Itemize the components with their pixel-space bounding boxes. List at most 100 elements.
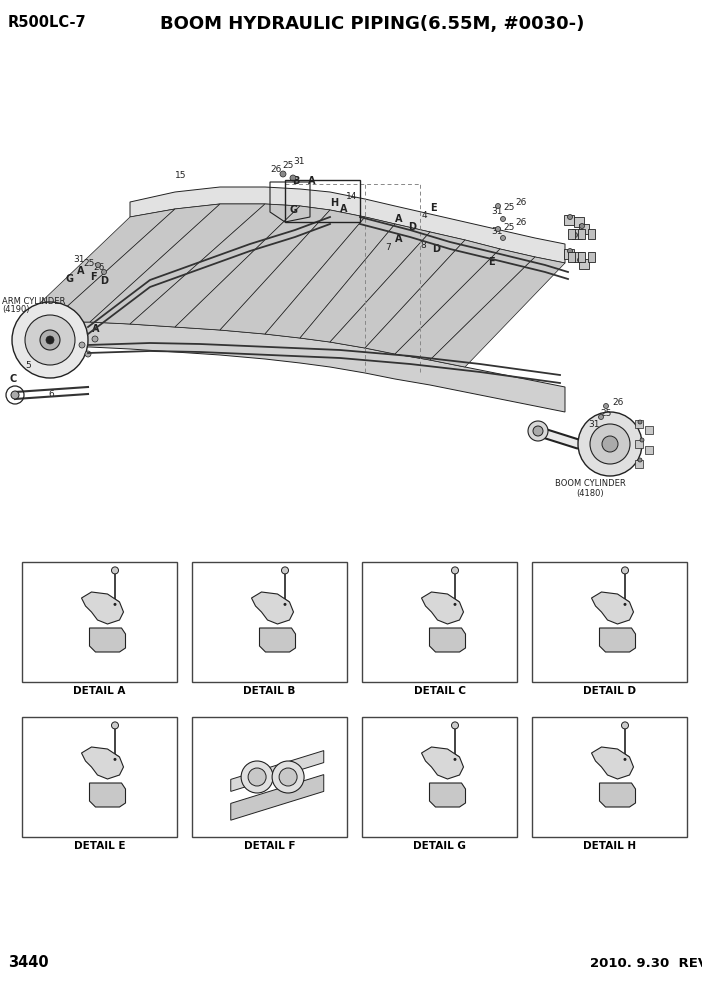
Circle shape (604, 404, 609, 409)
Circle shape (621, 722, 628, 729)
Text: D: D (100, 276, 108, 286)
Text: A: A (308, 176, 315, 186)
Bar (578, 229, 585, 239)
Text: 30: 30 (460, 600, 472, 609)
Text: 14: 14 (346, 192, 357, 201)
Polygon shape (300, 224, 430, 342)
Text: 5: 5 (25, 361, 31, 370)
Text: E: E (430, 203, 437, 213)
Circle shape (501, 235, 505, 240)
Text: 15: 15 (175, 171, 187, 180)
Text: 28: 28 (460, 565, 471, 575)
Circle shape (79, 342, 85, 348)
Text: G: G (65, 274, 73, 284)
Circle shape (496, 226, 501, 231)
Text: DETAIL B: DETAIL B (244, 686, 296, 696)
Text: 7: 7 (385, 243, 391, 252)
Polygon shape (220, 210, 365, 334)
Circle shape (638, 458, 642, 462)
Text: 26: 26 (270, 165, 282, 174)
Text: 26: 26 (515, 198, 526, 207)
Circle shape (623, 758, 626, 761)
Circle shape (573, 232, 578, 237)
Text: 28: 28 (460, 721, 471, 730)
Text: 30: 30 (630, 755, 642, 764)
Text: 5: 5 (223, 739, 229, 748)
Text: D: D (408, 222, 416, 232)
Polygon shape (265, 217, 395, 338)
Circle shape (451, 722, 458, 729)
Bar (362, 717, 517, 837)
Text: 6: 6 (254, 820, 260, 829)
Circle shape (112, 722, 119, 729)
Bar (362, 562, 517, 682)
Text: 2010. 9.30  REV.10G: 2010. 9.30 REV.10G (590, 957, 702, 970)
Text: 26: 26 (515, 218, 526, 227)
Text: 17: 17 (461, 644, 473, 653)
Circle shape (451, 566, 458, 574)
Circle shape (599, 415, 604, 420)
Text: 28: 28 (630, 565, 642, 575)
Bar (564, 249, 574, 259)
Circle shape (46, 336, 54, 344)
Text: 30: 30 (120, 600, 131, 609)
Text: (4190): (4190) (2, 305, 29, 314)
Bar (645, 446, 653, 454)
Circle shape (92, 336, 98, 342)
Circle shape (290, 175, 296, 181)
Polygon shape (175, 206, 330, 330)
Text: 31: 31 (73, 255, 84, 264)
Circle shape (602, 436, 618, 452)
Circle shape (112, 566, 119, 574)
Bar (192, 562, 347, 682)
Text: 25: 25 (83, 259, 94, 268)
Polygon shape (592, 747, 633, 779)
Circle shape (590, 424, 630, 464)
Circle shape (579, 223, 585, 228)
Text: DETAIL H: DETAIL H (583, 841, 636, 851)
Polygon shape (330, 232, 465, 348)
Text: DETAIL E: DETAIL E (74, 841, 125, 851)
Bar (574, 217, 584, 227)
Polygon shape (421, 592, 463, 624)
Text: BOOM CYLINDER: BOOM CYLINDER (555, 479, 625, 488)
Text: 31: 31 (588, 420, 600, 429)
Text: 31: 31 (241, 725, 253, 734)
Polygon shape (600, 628, 635, 652)
Text: R500LC-7: R500LC-7 (8, 15, 86, 30)
Polygon shape (15, 209, 175, 327)
Polygon shape (260, 628, 296, 652)
Text: 25: 25 (282, 161, 293, 170)
Text: DETAIL G: DETAIL G (413, 841, 466, 851)
Text: 4: 4 (422, 211, 428, 220)
Text: 28: 28 (630, 721, 642, 730)
Polygon shape (231, 751, 324, 792)
Text: G: G (290, 205, 298, 215)
Circle shape (578, 258, 583, 263)
Polygon shape (430, 628, 465, 652)
Text: 30: 30 (630, 600, 642, 609)
Circle shape (567, 214, 573, 219)
Text: 25: 25 (503, 203, 515, 212)
Bar (22, 717, 177, 837)
Text: 8: 8 (420, 241, 425, 250)
Polygon shape (130, 187, 565, 263)
Circle shape (496, 203, 501, 208)
Bar (564, 215, 574, 225)
Bar (635, 460, 643, 468)
Circle shape (241, 761, 273, 793)
Text: 26: 26 (204, 758, 216, 767)
Text: DETAIL D: DETAIL D (583, 686, 636, 696)
Text: DETAIL F: DETAIL F (244, 841, 296, 851)
Bar (578, 252, 585, 262)
Text: BOOM HYDRAULIC PIPING(6.55M, #0030-): BOOM HYDRAULIC PIPING(6.55M, #0030-) (160, 15, 584, 33)
Text: 19: 19 (548, 762, 559, 771)
Text: A: A (92, 324, 100, 334)
Text: 32: 32 (121, 644, 133, 653)
Text: 26: 26 (231, 831, 242, 840)
Text: 3440: 3440 (8, 955, 48, 970)
Polygon shape (251, 592, 293, 624)
Circle shape (640, 438, 644, 442)
Circle shape (533, 426, 543, 436)
Circle shape (623, 603, 626, 606)
